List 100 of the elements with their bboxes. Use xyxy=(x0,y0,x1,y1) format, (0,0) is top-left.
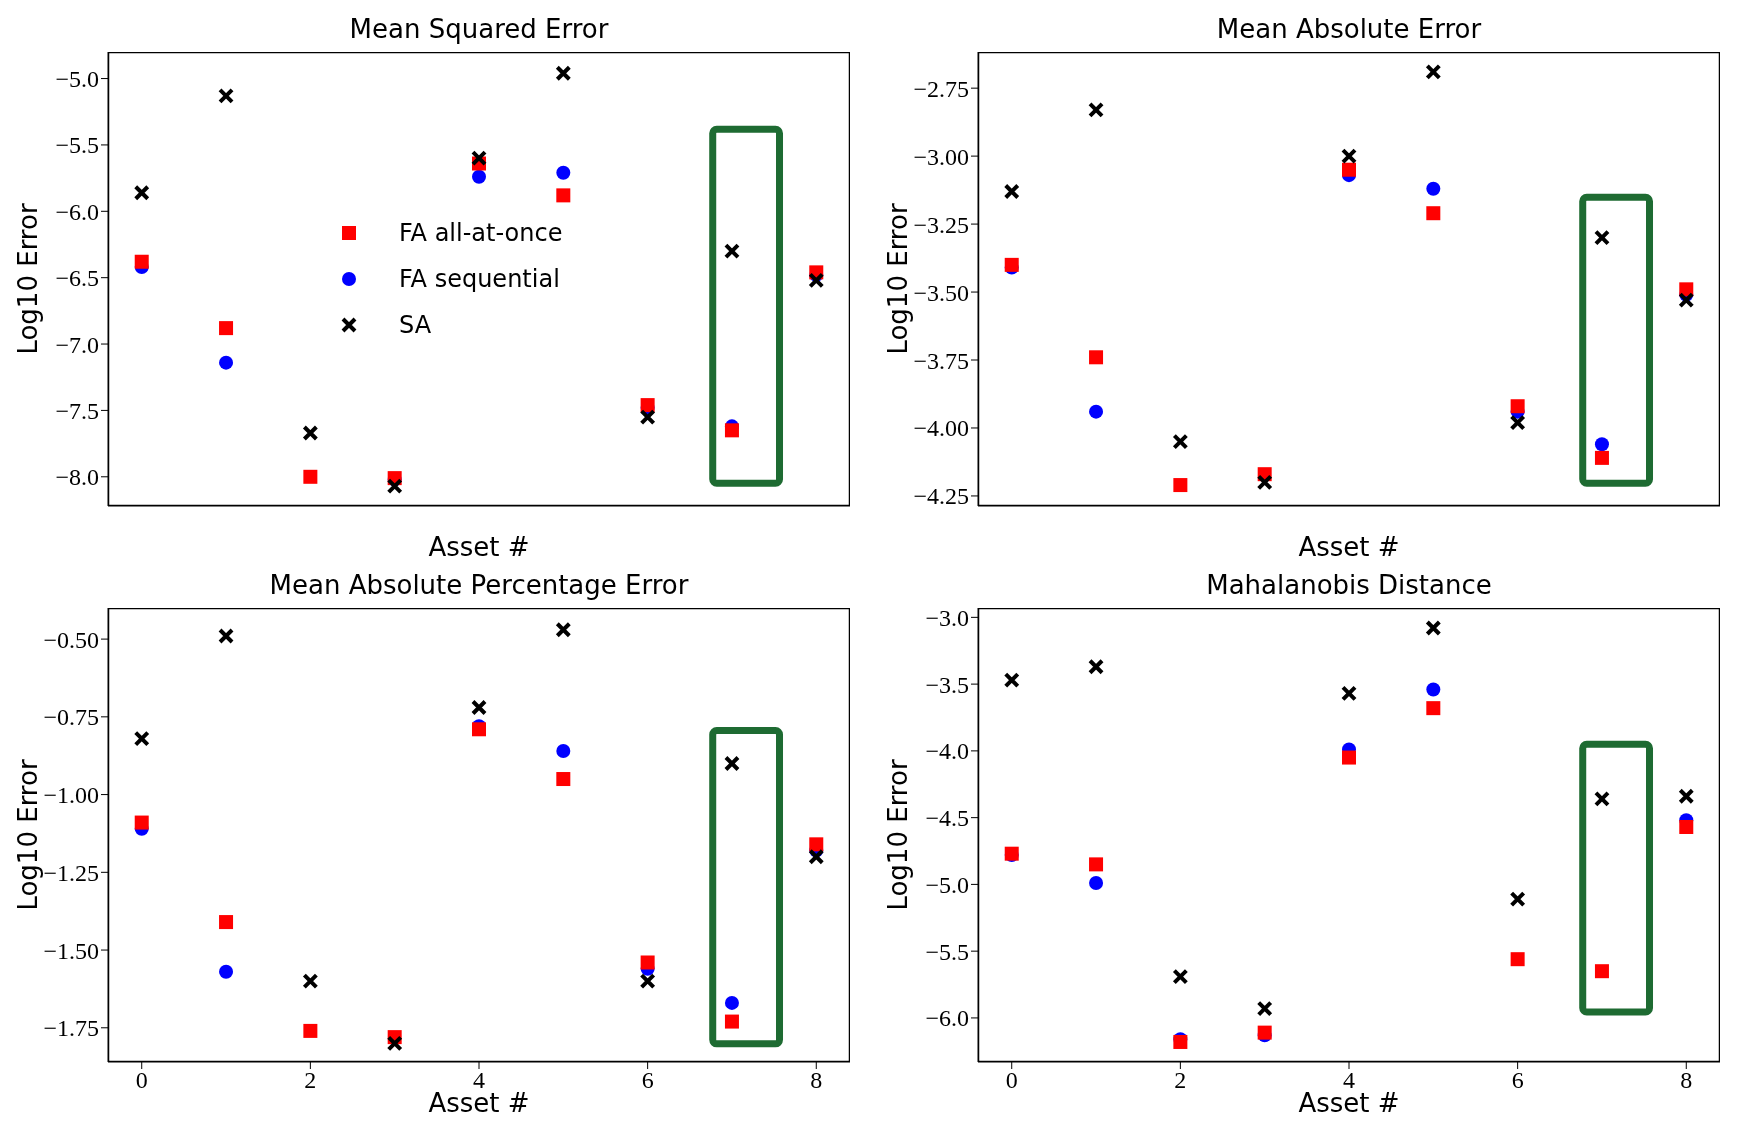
point xyxy=(303,469,318,484)
point xyxy=(556,772,571,787)
point xyxy=(1341,148,1357,165)
x-tick-label: 6 xyxy=(1511,1067,1524,1094)
point xyxy=(1679,819,1694,834)
y-tick-label: −4.0 xyxy=(925,738,969,765)
point xyxy=(808,272,825,289)
x-tick-label: 8 xyxy=(1680,1067,1693,1094)
point xyxy=(809,837,824,852)
point xyxy=(1256,1000,1273,1017)
y-tick-label: −3.00 xyxy=(913,143,969,170)
x-tick-label: 8 xyxy=(810,1067,823,1094)
point xyxy=(1172,968,1189,985)
point xyxy=(134,815,149,830)
point xyxy=(219,355,234,370)
y-tick-label: −5.5 xyxy=(925,938,969,965)
point xyxy=(219,915,234,930)
point xyxy=(1003,672,1020,689)
point xyxy=(1593,790,1610,807)
point xyxy=(1088,101,1105,118)
point xyxy=(1510,952,1525,967)
y-axis-title: Log10 Error xyxy=(13,759,43,911)
point xyxy=(724,423,739,438)
point xyxy=(1678,788,1695,805)
point xyxy=(1510,399,1525,414)
y-tick-label: −3.0 xyxy=(925,604,969,631)
point xyxy=(1594,964,1609,979)
y-axis-title: Log10 Error xyxy=(883,203,914,355)
point xyxy=(471,150,487,167)
point xyxy=(723,243,740,260)
y-tick-label: −1.25 xyxy=(43,859,99,886)
y-tick-label: −3.5 xyxy=(925,671,969,698)
point xyxy=(1509,891,1526,908)
y-tick-label: −3.75 xyxy=(913,347,969,374)
y-tick-label: −5.5 xyxy=(55,132,99,159)
point xyxy=(218,87,235,104)
point xyxy=(1089,350,1104,365)
point xyxy=(640,955,655,970)
point xyxy=(808,848,825,865)
point xyxy=(133,184,150,201)
y-tick-label: −6.0 xyxy=(55,198,99,225)
y-tick-label: −5.0 xyxy=(925,871,969,898)
y-tick-label: −6.0 xyxy=(925,1005,969,1032)
x-tick-label: 2 xyxy=(1174,1067,1187,1094)
y-tick-label: −1.50 xyxy=(43,937,99,964)
point xyxy=(1341,685,1357,702)
point xyxy=(1593,229,1610,246)
point xyxy=(1426,701,1441,716)
legend-label: FA sequential xyxy=(399,265,560,293)
chart-title: Mahalanobis Distance xyxy=(1205,570,1493,600)
x-tick-label: 0 xyxy=(1005,1067,1018,1094)
y-tick-label: −0.50 xyxy=(43,626,99,653)
x-axis-title: Asset # xyxy=(1297,532,1401,562)
point xyxy=(1088,658,1105,675)
point xyxy=(386,1035,403,1052)
point xyxy=(302,973,319,990)
point xyxy=(133,730,150,747)
point xyxy=(555,65,572,82)
x-axis-title: Asset # xyxy=(427,532,531,562)
point xyxy=(1426,682,1441,697)
point xyxy=(1425,620,1442,637)
y-tick-label: −6.5 xyxy=(55,265,99,292)
x-tick-label: 6 xyxy=(641,1067,654,1094)
point xyxy=(639,409,656,426)
point xyxy=(219,321,234,336)
y-tick-label: −7.5 xyxy=(55,397,99,424)
point xyxy=(639,973,656,990)
y-tick-label: −5.0 xyxy=(55,66,99,93)
point xyxy=(1003,183,1020,200)
point xyxy=(1594,450,1609,465)
y-tick-label: −8.0 xyxy=(55,464,99,491)
point xyxy=(724,1014,739,1029)
point xyxy=(1089,876,1104,891)
y-tick-label: −7.0 xyxy=(55,331,99,358)
y-tick-label: −3.50 xyxy=(913,279,969,306)
point xyxy=(302,424,319,441)
x-tick-label: 0 xyxy=(135,1067,148,1094)
point xyxy=(303,1023,318,1038)
point xyxy=(219,964,234,979)
x-tick-label: 2 xyxy=(304,1067,317,1094)
point xyxy=(723,755,740,772)
y-axis-title: Log10 Error xyxy=(883,759,914,911)
point xyxy=(134,254,149,269)
chart-title: Mean Absolute Percentage Error xyxy=(268,570,690,600)
point xyxy=(1172,433,1189,450)
y-tick-label: −0.75 xyxy=(43,704,99,731)
point xyxy=(1342,162,1356,177)
point xyxy=(386,478,403,495)
point xyxy=(556,165,571,180)
point xyxy=(218,627,235,644)
point xyxy=(1089,404,1104,419)
y-tick-label: −4.5 xyxy=(925,805,969,832)
point xyxy=(1509,414,1526,431)
y-tick-label: −1.75 xyxy=(43,1015,99,1042)
legend-label: FA all-at-once xyxy=(399,219,563,247)
y-tick-label: −3.25 xyxy=(913,211,969,238)
point xyxy=(556,188,571,203)
y-tick-label: −4.00 xyxy=(913,415,969,442)
point xyxy=(1426,206,1441,221)
point xyxy=(1173,478,1188,493)
